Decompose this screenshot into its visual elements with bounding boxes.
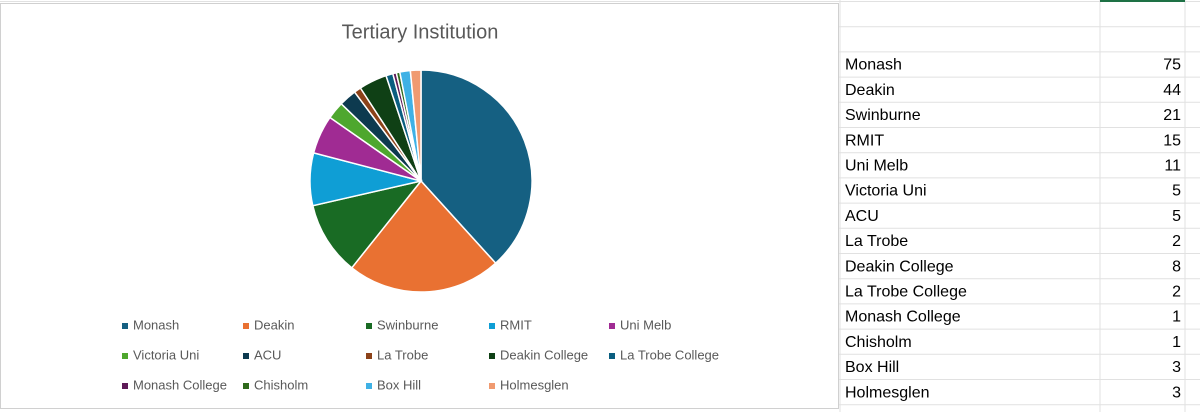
cell-label[interactable]: Uni Melb xyxy=(845,158,908,175)
legend-swatch xyxy=(243,383,249,389)
pie-slice[interactable] xyxy=(350,179,497,293)
cell-value[interactable]: 1 xyxy=(1172,309,1181,326)
legend-label: Box Hill xyxy=(377,377,421,392)
cell-value[interactable]: 1 xyxy=(1172,334,1181,351)
legend-label: Swinburne xyxy=(377,317,438,332)
cell-value[interactable]: 15 xyxy=(1163,132,1181,149)
cell-label[interactable]: Deakin College xyxy=(845,258,954,275)
cell-label[interactable]: La Trobe College xyxy=(845,284,967,301)
selected-column-marker xyxy=(1100,0,1185,2)
legend-swatch xyxy=(122,353,128,359)
cell-value[interactable]: 44 xyxy=(1163,82,1181,99)
legend-label: Uni Melb xyxy=(620,317,671,332)
legend-swatch xyxy=(366,383,372,389)
legend-swatch xyxy=(122,323,128,329)
cell-label[interactable]: Victoria Uni xyxy=(845,183,927,200)
legend-label: La Trobe xyxy=(377,347,428,362)
pie-slice[interactable] xyxy=(311,179,423,269)
cell-label[interactable]: Deakin xyxy=(845,82,895,99)
legend-swatch xyxy=(609,353,615,359)
pie xyxy=(309,69,533,293)
legend-swatch xyxy=(366,353,372,359)
legend-swatch xyxy=(122,383,128,389)
legend-swatch xyxy=(489,323,495,329)
legend-label: ACU xyxy=(254,347,281,362)
legend-label: Deakin College xyxy=(500,347,588,362)
legend-swatch xyxy=(243,353,249,359)
cell-label[interactable]: Chisholm xyxy=(845,334,912,351)
legend-label: Monash College xyxy=(133,377,227,392)
legend-swatch xyxy=(243,323,249,329)
legend-label: Victoria Uni xyxy=(133,347,199,362)
cell-value[interactable]: 5 xyxy=(1172,183,1181,200)
chart-title: Tertiary Institution xyxy=(342,21,499,43)
cell-value[interactable]: 21 xyxy=(1163,107,1181,124)
cell-label[interactable]: ACU xyxy=(845,208,879,225)
legend-label: Monash xyxy=(133,317,179,332)
cell-label[interactable]: Box Hill xyxy=(845,359,899,376)
legend: Monash Deakin Swinburne RMIT Uni Melb Victori… xyxy=(122,317,719,392)
legend-label: Deakin xyxy=(254,317,294,332)
legend-label: RMIT xyxy=(500,317,532,332)
cell-value[interactable]: 2 xyxy=(1172,233,1181,250)
legend-swatch xyxy=(366,323,372,329)
cell-value[interactable]: 3 xyxy=(1172,384,1181,401)
legend-label: Holmesglen xyxy=(500,377,569,392)
pie-slice[interactable] xyxy=(420,69,533,265)
legend-swatch xyxy=(609,323,615,329)
cell-label[interactable]: Swinburne xyxy=(845,107,921,124)
cell-value[interactable]: 2 xyxy=(1172,284,1181,301)
cell-value[interactable]: 3 xyxy=(1172,359,1181,376)
legend-swatch xyxy=(489,353,495,359)
cell-value[interactable]: 8 xyxy=(1172,258,1181,275)
cell-label[interactable]: Monash xyxy=(845,57,902,74)
legend-label: La Trobe College xyxy=(620,347,719,362)
cell-label[interactable]: Holmesglen xyxy=(845,384,929,401)
cell-value[interactable]: 75 xyxy=(1163,57,1181,74)
cell-label[interactable]: Monash College xyxy=(845,309,961,326)
legend-label: Chisholm xyxy=(254,377,308,392)
cell-value[interactable]: 11 xyxy=(1164,158,1181,175)
cell-label[interactable]: RMIT xyxy=(845,132,884,149)
cell-value[interactable]: 5 xyxy=(1172,208,1181,225)
legend-swatch xyxy=(489,383,495,389)
pie-slice[interactable] xyxy=(409,69,422,182)
cell-label[interactable]: La Trobe xyxy=(845,233,908,250)
